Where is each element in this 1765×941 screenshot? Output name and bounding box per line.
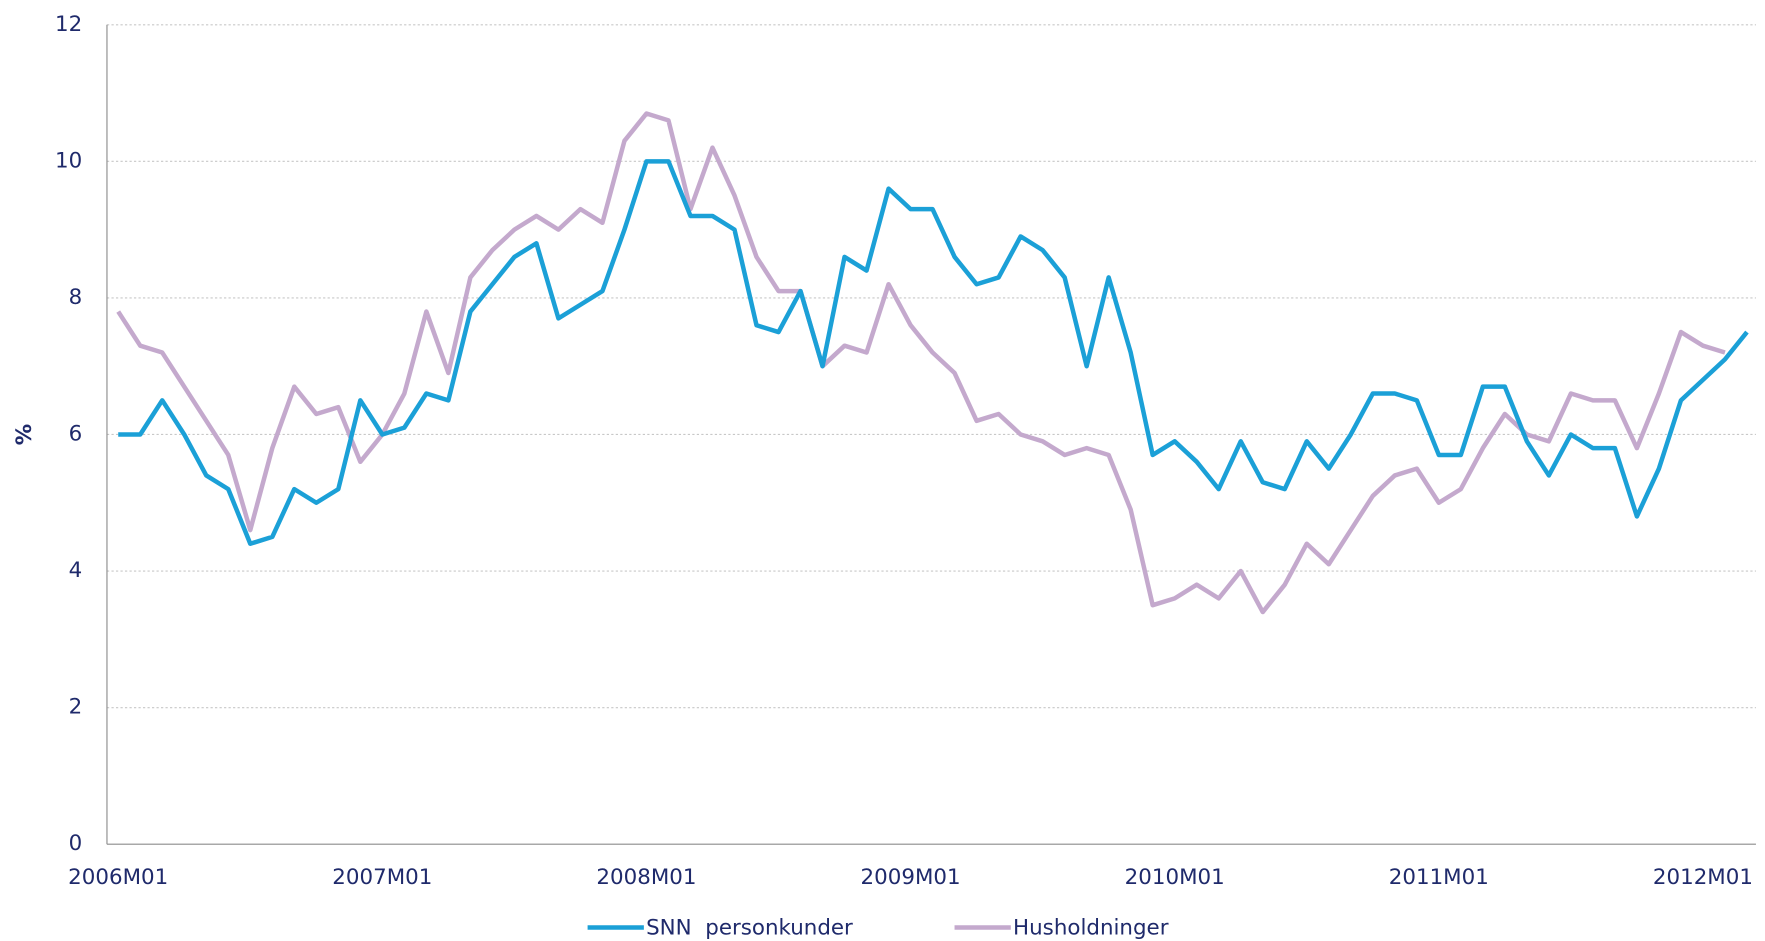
x-tick-label: 2007M01 xyxy=(332,865,432,890)
legend-label: SNN personkunder xyxy=(646,916,853,941)
y-tick-label: 10 xyxy=(55,148,82,173)
x-tick-label: 2008M01 xyxy=(596,865,696,890)
y-tick-label: 6 xyxy=(69,421,83,446)
y-tick-label: 0 xyxy=(69,831,83,856)
y-tick-label: 8 xyxy=(69,285,83,310)
x-tick-label: 2012M01 xyxy=(1653,865,1753,890)
x-tick-label: 2009M01 xyxy=(861,865,961,890)
y-axis-label: % xyxy=(12,424,37,445)
x-tick-label: 2011M01 xyxy=(1389,865,1489,890)
y-tick-label: 2 xyxy=(69,695,83,720)
y-tick-label: 12 xyxy=(55,12,82,37)
y-tick-label: 4 xyxy=(69,558,83,583)
line-series xyxy=(116,111,1726,615)
line-series xyxy=(118,159,1749,546)
x-tick-label: 2006M01 xyxy=(68,865,168,890)
x-tick-label: 2010M01 xyxy=(1125,865,1225,890)
legend-label: Husholdninger xyxy=(1013,916,1169,941)
